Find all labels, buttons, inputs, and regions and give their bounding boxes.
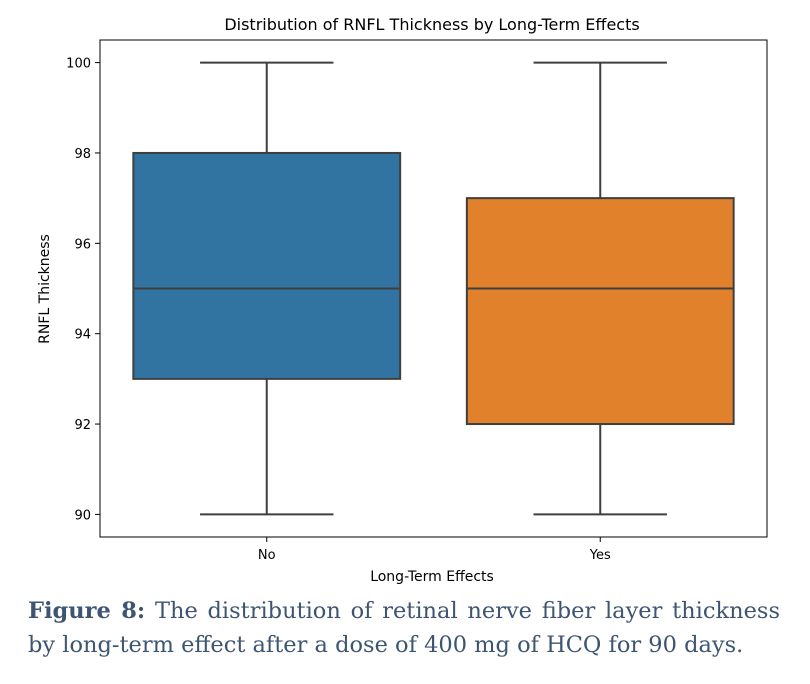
plot-area [99, 39, 768, 538]
x-tick-label: Yes [589, 548, 611, 563]
y-axis-label: RNFL Thickness [37, 234, 53, 344]
boxplot-chart: Distribution of RNFL Thickness by Long-T… [37, 15, 768, 585]
x-axis-label: Long-Term Effects [370, 569, 494, 585]
chart-title: Distribution of RNFL Thickness by Long-T… [224, 15, 639, 34]
box-yes [465, 61, 735, 516]
y-axis: 90 92 94 96 98 100 [66, 57, 100, 523]
iqr-box [132, 151, 402, 380]
figure-caption-text: The distribution of retinal nerve fiber … [28, 598, 781, 658]
box-no [132, 61, 402, 516]
boxes-layer [132, 61, 735, 516]
x-axis: No Yes [258, 537, 611, 563]
y-tick-label: 100 [66, 57, 91, 72]
y-tick-label: 90 [74, 508, 91, 523]
y-tick-label: 92 [74, 418, 91, 433]
y-tick-label: 94 [74, 328, 91, 343]
y-tick-label: 96 [74, 237, 91, 252]
figure-label: Figure 8: [28, 598, 146, 624]
figure-caption: Figure 8: The distribution of retinal ne… [28, 594, 780, 662]
iqr-box [465, 197, 735, 426]
y-tick-label: 98 [74, 147, 91, 162]
x-tick-label: No [258, 548, 276, 563]
